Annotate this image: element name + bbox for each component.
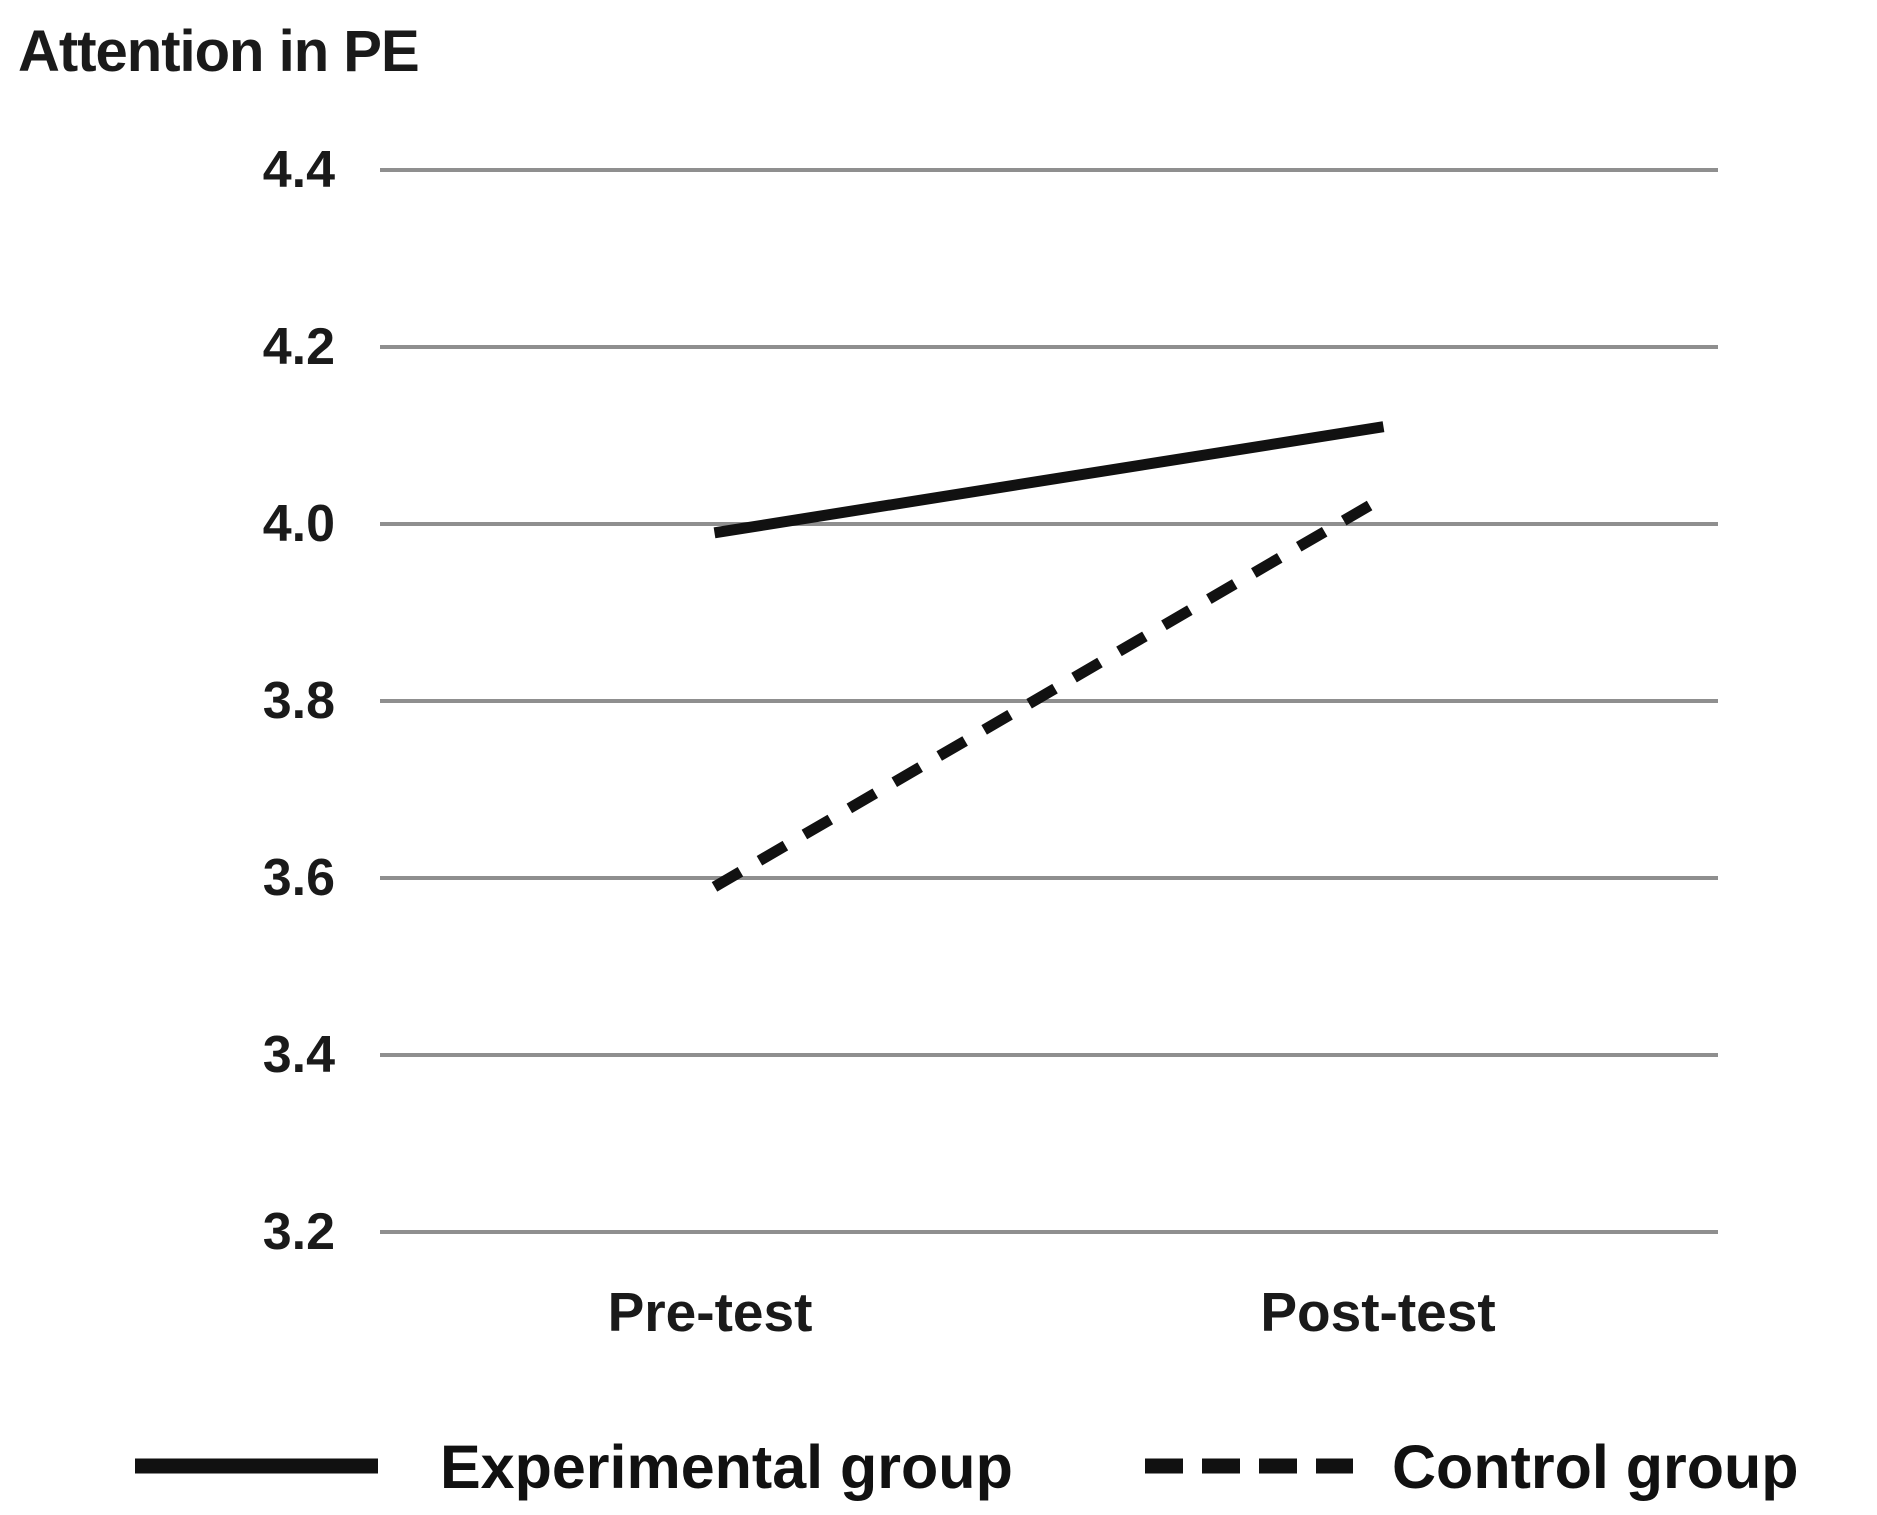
y-tick-label: 4.4 bbox=[262, 141, 335, 199]
legend-label-control-group: Control group bbox=[1392, 1433, 1799, 1501]
y-tick-label: 4.2 bbox=[262, 318, 335, 376]
y-tick-label: 3.2 bbox=[262, 1203, 335, 1261]
y-tick-label: 3.6 bbox=[262, 849, 335, 907]
y-tick-label: 3.8 bbox=[262, 672, 335, 730]
y-tick-label: 4.0 bbox=[262, 495, 335, 553]
legend-label-experimental-group: Experimental group bbox=[440, 1433, 1013, 1501]
x-axis-label-post-test: Post-test bbox=[1260, 1281, 1496, 1343]
series-line-control-group bbox=[711, 492, 1387, 892]
chart-title: Attention in PE bbox=[18, 19, 420, 84]
legend-dashed-line-sample bbox=[1145, 1458, 1353, 1474]
series-line-experimental-group bbox=[713, 421, 1385, 539]
legend-solid-line-sample bbox=[135, 1458, 378, 1474]
y-tick-label: 3.4 bbox=[262, 1026, 335, 1084]
x-axis-label-pre-test: Pre-test bbox=[607, 1281, 813, 1343]
